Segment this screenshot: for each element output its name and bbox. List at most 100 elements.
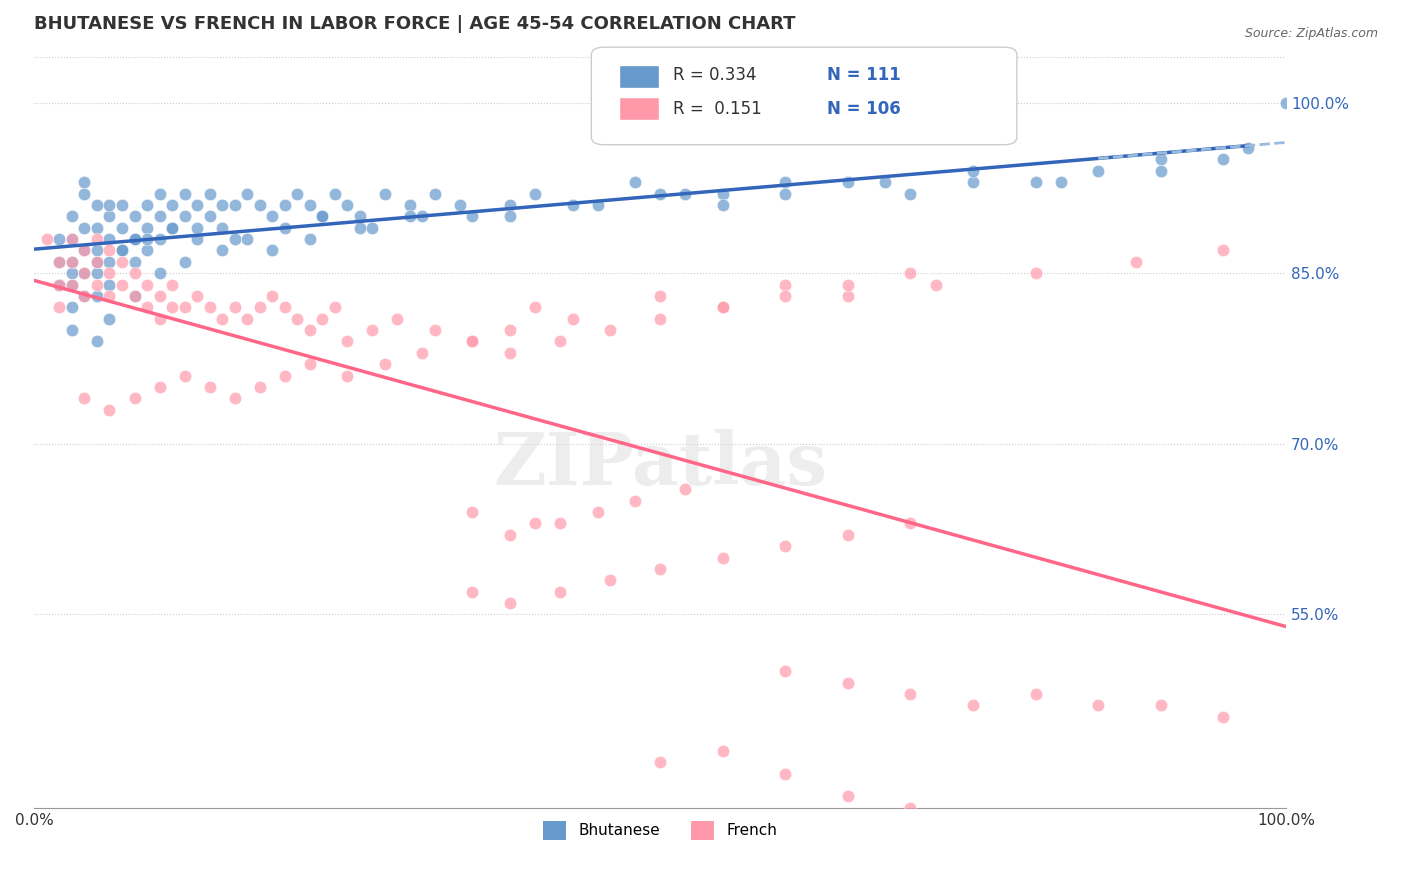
Point (1150, 163, 1173, 178)
Point (775, 539, 797, 553)
Point (124, 289, 146, 303)
Point (548, 516, 571, 531)
Point (273, 368, 295, 383)
Point (198, 186, 221, 201)
Point (224, 198, 246, 212)
Point (98, 277, 121, 292)
Point (775, 665, 797, 679)
Point (148, 186, 170, 201)
Point (73, 244, 96, 258)
Point (48, 277, 70, 292)
Point (298, 323, 321, 337)
Point (211, 244, 233, 258)
Point (136, 220, 159, 235)
Point (524, 300, 547, 314)
Point (60, 323, 83, 337)
Point (211, 311, 233, 326)
Point (1125, 254, 1147, 268)
Point (73, 391, 96, 405)
Point (1025, 687, 1047, 701)
Point (499, 198, 522, 212)
Point (111, 244, 134, 258)
Point (1025, 175, 1047, 189)
Point (900, 266, 922, 280)
Point (186, 289, 208, 303)
Point (186, 232, 208, 246)
Point (650, 186, 672, 201)
Point (374, 186, 396, 201)
Point (60, 232, 83, 246)
Point (524, 516, 547, 531)
Point (98, 209, 121, 223)
Point (900, 186, 922, 201)
Point (673, 483, 696, 497)
Point (586, 198, 609, 212)
Point (60, 266, 83, 280)
Point (186, 220, 208, 235)
Point (1087, 163, 1109, 178)
Point (98, 254, 121, 268)
Point (136, 198, 159, 212)
Point (249, 198, 271, 212)
Point (86, 232, 108, 246)
Point (411, 209, 433, 223)
Point (86, 277, 108, 292)
Point (198, 380, 221, 394)
Point (837, 675, 859, 690)
Point (650, 289, 672, 303)
Point (198, 300, 221, 314)
Point (711, 198, 734, 212)
Point (775, 766, 797, 780)
Point (599, 323, 621, 337)
Point (924, 277, 946, 292)
Point (837, 277, 859, 292)
Point (599, 574, 621, 588)
Point (173, 209, 195, 223)
Point (962, 175, 984, 189)
Point (262, 209, 284, 223)
Point (285, 186, 308, 201)
Point (499, 528, 522, 542)
FancyBboxPatch shape (592, 47, 1017, 145)
Point (35, 232, 58, 246)
Point (461, 505, 484, 519)
Point (624, 175, 647, 189)
Point (323, 300, 346, 314)
Point (624, 493, 647, 508)
Point (499, 323, 522, 337)
Point (136, 277, 159, 292)
Point (124, 232, 146, 246)
Point (136, 244, 159, 258)
Text: BHUTANESE VS FRENCH IN LABOR FORCE | AGE 45-54 CORRELATION CHART: BHUTANESE VS FRENCH IN LABOR FORCE | AGE… (34, 15, 796, 33)
Point (311, 311, 333, 326)
Bar (619, 97, 659, 120)
Legend: Bhutanese, French: Bhutanese, French (537, 815, 783, 846)
Point (387, 311, 409, 326)
Point (1150, 153, 1173, 167)
Point (336, 198, 359, 212)
Point (136, 300, 159, 314)
Point (173, 254, 195, 268)
Point (775, 186, 797, 201)
Point (48, 254, 70, 268)
Point (148, 209, 170, 223)
Point (60, 277, 83, 292)
Point (837, 289, 859, 303)
Point (198, 209, 221, 223)
Point (98, 244, 121, 258)
Point (160, 198, 183, 212)
Point (423, 323, 446, 337)
Point (262, 289, 284, 303)
Point (249, 300, 271, 314)
Point (273, 220, 295, 235)
Point (224, 300, 246, 314)
Point (775, 277, 797, 292)
Point (461, 334, 484, 349)
Point (48, 232, 70, 246)
Point (60, 254, 83, 268)
Point (499, 345, 522, 359)
Text: N = 111: N = 111 (827, 66, 900, 84)
Text: R =  0.151: R = 0.151 (672, 100, 762, 118)
Point (249, 380, 271, 394)
Bar (619, 65, 659, 87)
